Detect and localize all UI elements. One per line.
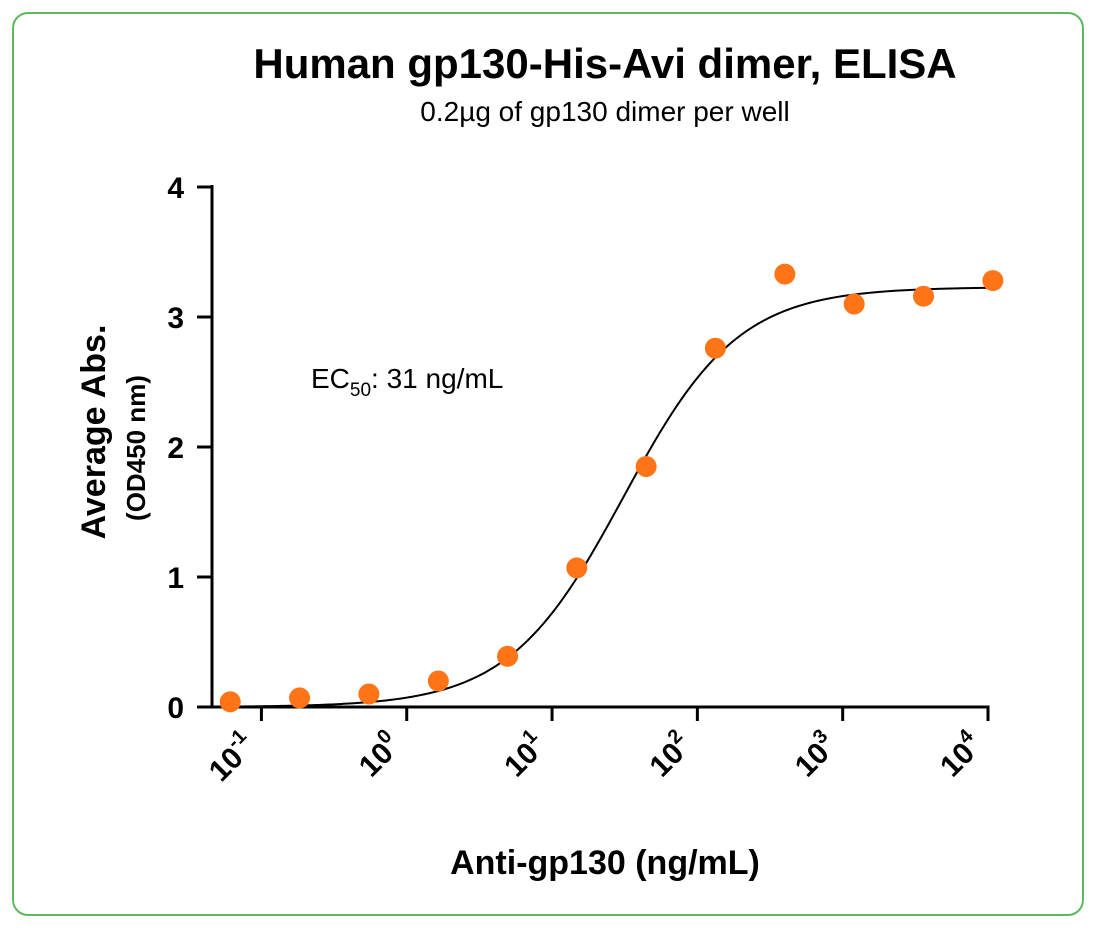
data-point: [913, 285, 935, 307]
data-point: [219, 691, 241, 713]
data-point: [774, 263, 796, 285]
chart-subtitle: 0.2µg of gp130 dimer per well: [420, 96, 789, 127]
ec50-annotation: EC50: 31 ng/mL: [311, 363, 503, 401]
x-tick-label: 101: [495, 725, 553, 783]
data-point: [497, 645, 519, 667]
x-tick-label-text: 101: [495, 725, 553, 783]
x-tick-label-text: 102: [640, 725, 698, 783]
data-points: [219, 263, 1004, 713]
x-tick-label-text: 103: [785, 725, 843, 783]
chart-frame: [12, 12, 1084, 916]
x-axis-label: Anti-gp130 (ng/mL): [450, 844, 760, 882]
y-axis-label: Average Abs.: [75, 325, 113, 540]
fit-curve: [230, 286, 988, 708]
y-tick-label: 3: [167, 302, 184, 335]
data-point: [566, 557, 588, 579]
x-tick-label-text: 100: [349, 725, 407, 783]
x-tick-label: 104: [931, 724, 990, 783]
data-point: [843, 293, 865, 315]
x-tick-label: 103: [785, 725, 843, 783]
data-point: [289, 687, 311, 709]
x-tick-label: 10-1: [199, 725, 262, 788]
x-tick-label: 102: [640, 725, 698, 783]
fit-curve-layer: [230, 286, 988, 708]
x-tick-label-text: 104: [931, 724, 990, 783]
y-axis-unit-label: (OD450 nm): [121, 375, 151, 521]
axes: [197, 185, 990, 721]
y-tick-label: 0: [167, 692, 184, 725]
data-point: [358, 683, 380, 705]
chart-title: Human gp130-His-Avi dimer, ELISA: [253, 40, 956, 87]
data-point: [704, 337, 726, 359]
y-tick-label: 4: [167, 172, 184, 205]
data-point: [982, 270, 1004, 292]
x-tick-label: 100: [349, 725, 407, 783]
data-point: [635, 456, 657, 477]
y-tick-label: 1: [167, 562, 184, 595]
y-tick-label: 2: [167, 432, 184, 465]
x-tick-label-text: 10-1: [199, 725, 262, 788]
data-point: [427, 670, 449, 692]
